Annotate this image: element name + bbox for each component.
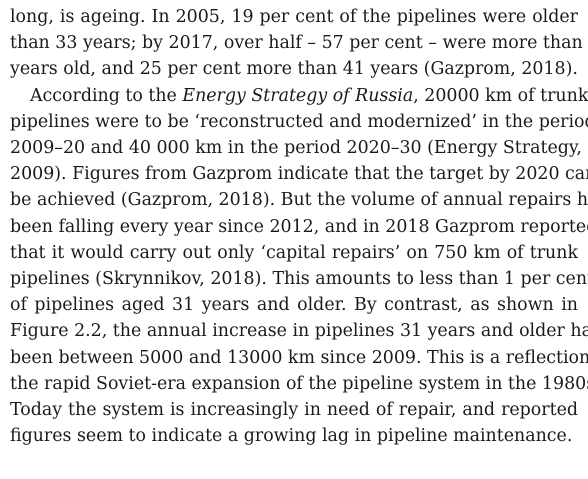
text-line: the rapid Soviet-era expansion of the pi… — [10, 373, 588, 394]
text-segment: , 20000 km of trunk — [413, 85, 588, 106]
text-line: that it would carry out only ‘capital re… — [10, 242, 578, 263]
paragraph-2: According to the Energy Strategy of Russ… — [10, 83, 588, 450]
text-line: long, is ageing. In 2005, 19 per cent of… — [10, 7, 578, 27]
text-line: than 33 years; by 2017, over half – 57 p… — [10, 33, 588, 54]
paragraph-1: long, is ageing. In 2005, 19 per cent of… — [10, 4, 588, 83]
text-line: pipelines were to be ‘reconstructed and … — [10, 111, 588, 132]
text-line: figures seem to indicate a growing lag i… — [10, 426, 573, 447]
text-line: According to the Energy Strategy of Russ… — [10, 83, 588, 109]
document-title-italic: Energy Strategy of Russia — [182, 85, 414, 106]
text-line: Today the system is increasingly in need… — [10, 400, 578, 421]
text-line: years old, and 25 per cent more than 41 … — [10, 59, 578, 80]
text-line: Figure 2.2, the annual increase in pipel… — [10, 321, 588, 342]
text-line: been between 5000 and 13000 km since 200… — [10, 347, 588, 368]
text-line: pipelines (Skrynnikov, 2018). This amoun… — [10, 269, 588, 290]
text-line: be achieved (Gazprom, 2018). But the vol… — [10, 190, 588, 211]
text-line: been falling every year since 2012, and … — [10, 216, 588, 237]
text-line: 2009). Figures from Gazprom indicate tha… — [10, 164, 588, 185]
text-segment: According to the — [30, 85, 183, 106]
text-line: 2009–20 and 40 000 km in the period 2020… — [10, 138, 582, 159]
text-line: of pipelines aged 31 years and older. By… — [10, 295, 578, 316]
